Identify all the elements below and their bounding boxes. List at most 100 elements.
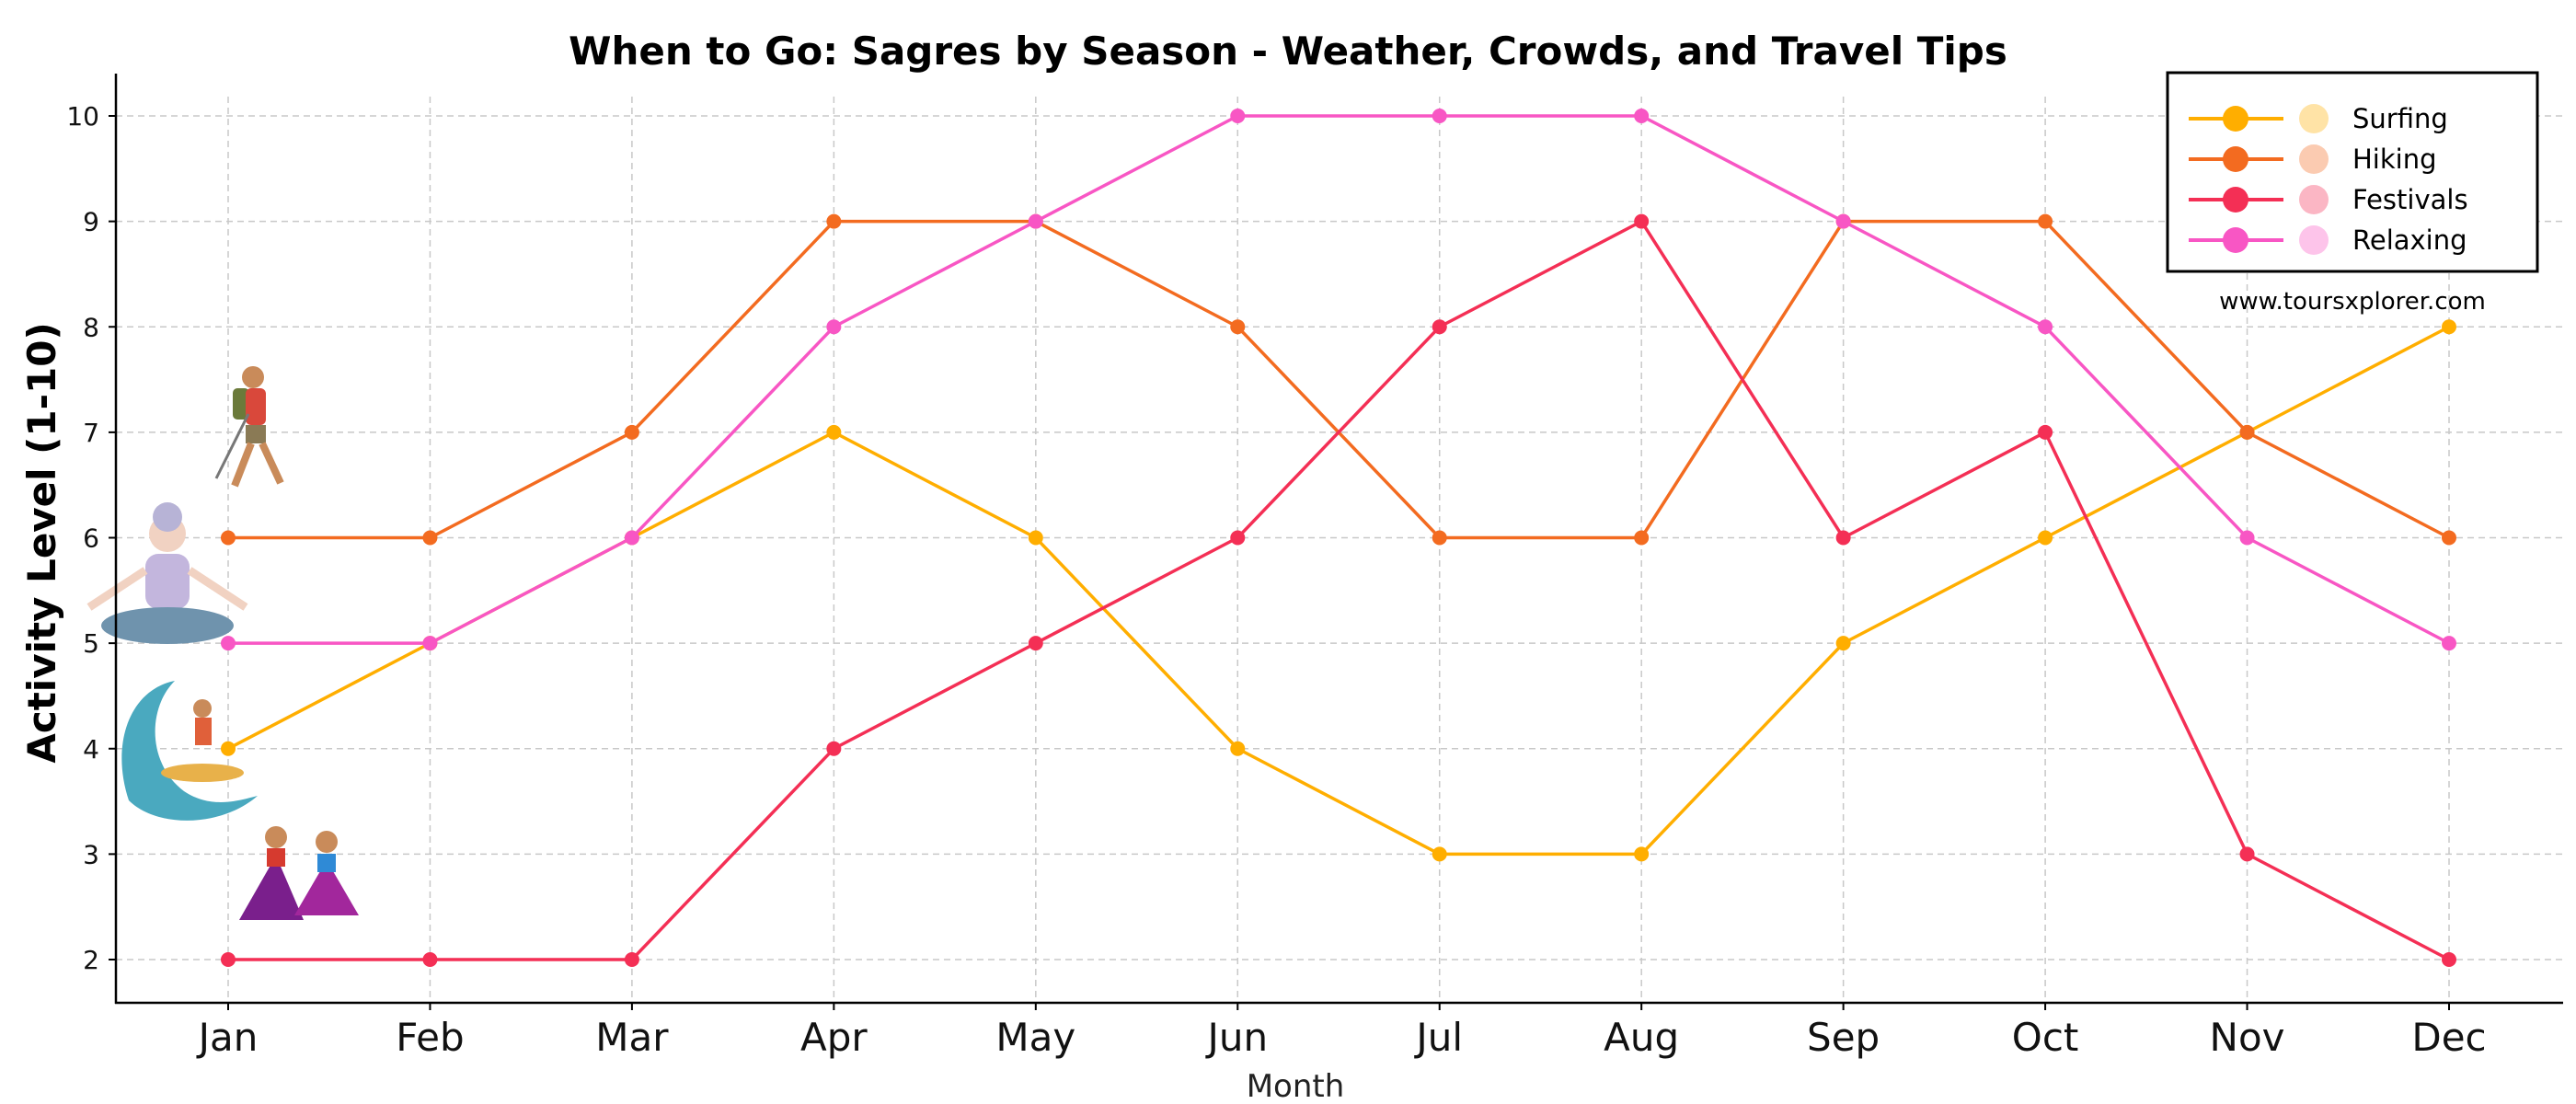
- data-point-festivals-jun: [1230, 530, 1246, 546]
- y-tick-label: 10: [66, 101, 99, 132]
- legend-label: Surfing: [2352, 103, 2448, 134]
- data-point-festivals-feb: [422, 952, 438, 967]
- data-point-hiking-aug: [1634, 530, 1650, 546]
- data-point-relaxing-may: [1028, 213, 1043, 229]
- hiker-icon: [2299, 144, 2329, 174]
- data-point-surfing-dec: [2442, 319, 2456, 335]
- y-tick-label: 6: [83, 523, 99, 554]
- data-point-relaxing-apr: [826, 319, 842, 335]
- legend-item-surfing: Surfing: [2189, 103, 2448, 134]
- legend-item-festivals: Festivals: [2189, 184, 2468, 215]
- series-line-surfing: [227, 325, 2450, 857]
- legend-marker: [2223, 187, 2248, 213]
- series-festivals: [221, 213, 2456, 967]
- data-point-hiking-jan: [221, 530, 236, 546]
- data-point-surfing-apr: [826, 424, 842, 440]
- legend-marker: [2223, 106, 2248, 132]
- data-point-festivals-aug: [1634, 213, 1650, 229]
- series-hiking: [221, 213, 2456, 546]
- chart-title: When to Go: Sagres by Season - Weather, …: [569, 29, 2007, 74]
- y-axis-label: Activity Level (1-10): [19, 322, 64, 763]
- data-point-hiking-nov: [2239, 424, 2255, 440]
- series-line-relaxing: [228, 114, 2450, 645]
- meditation-icon: [2299, 225, 2329, 255]
- data-point-relaxing-sep: [1835, 213, 1851, 229]
- data-point-surfing-jun: [1230, 741, 1246, 756]
- watermark: www.toursxplorer.com: [2219, 288, 2486, 316]
- series-relaxing: [221, 109, 2456, 651]
- data-point-relaxing-jul: [1432, 109, 1447, 123]
- x-axis-label: Month: [1247, 1068, 1345, 1104]
- surfer-icon: [2299, 104, 2329, 133]
- data-point-hiking-apr: [826, 213, 842, 229]
- x-tick-label: Sep: [1807, 1015, 1880, 1060]
- data-point-festivals-jan: [221, 952, 236, 967]
- surfer-icon: [121, 681, 258, 821]
- data-point-hiking-dec: [2442, 530, 2456, 546]
- legend: Surfing Hiking Festivals Relaxing: [2166, 71, 2539, 273]
- data-point-relaxing-jan: [221, 636, 236, 651]
- data-point-festivals-mar: [624, 952, 639, 967]
- x-tick-label: Jun: [1204, 1015, 1268, 1060]
- x-tick-label: Dec: [2411, 1015, 2486, 1060]
- data-point-hiking-feb: [422, 530, 438, 546]
- data-point-festivals-oct: [2038, 424, 2053, 440]
- data-point-surfing-jul: [1432, 846, 1447, 862]
- data-point-relaxing-dec: [2442, 636, 2456, 651]
- y-tick-label: 8: [83, 312, 99, 342]
- series-line-festivals: [228, 219, 2450, 961]
- data-point-festivals-sep: [1835, 530, 1851, 546]
- data-point-surfing-sep: [1835, 636, 1851, 651]
- data-point-festivals-nov: [2239, 846, 2255, 862]
- series-line-hiking: [228, 219, 2450, 540]
- x-tick-label: Mar: [595, 1015, 669, 1060]
- legend-item-hiking: Hiking: [2189, 144, 2437, 175]
- x-tick-label: Jan: [196, 1015, 259, 1060]
- data-point-festivals-may: [1028, 636, 1043, 651]
- data-point-hiking-jun: [1230, 319, 1246, 335]
- dancers-icon: [2299, 185, 2329, 214]
- y-tick-label: 5: [83, 628, 99, 659]
- y-ticks: 2 3 4 5 6 7 8 9 10: [66, 101, 116, 975]
- x-tick-label: Apr: [800, 1015, 868, 1060]
- data-point-relaxing-jun: [1230, 109, 1246, 123]
- data-point-festivals-apr: [826, 741, 842, 756]
- x-tick-label: Oct: [2012, 1015, 2079, 1060]
- hiker-icon: [214, 366, 284, 488]
- dancers-icon: [239, 826, 359, 920]
- legend-marker: [2223, 146, 2248, 172]
- legend-item-relaxing: Relaxing: [2189, 224, 2467, 256]
- y-tick-label: 3: [83, 839, 99, 869]
- y-tick-label: 2: [83, 945, 99, 975]
- data-point-festivals-dec: [2442, 952, 2456, 967]
- legend-label: Hiking: [2352, 144, 2437, 175]
- x-ticks: Jan Feb Mar Apr May Jun Jul Aug Sep Oct Nov Dec: [196, 1003, 2487, 1060]
- data-point-relaxing-mar: [624, 530, 639, 546]
- data-point-relaxing-oct: [2038, 319, 2053, 335]
- legend-marker: [2223, 227, 2248, 253]
- data-point-surfing-jan: [221, 741, 236, 756]
- data-point-surfing-may: [1028, 530, 1043, 546]
- y-tick-label: 4: [83, 734, 99, 765]
- y-tick-label: 9: [83, 207, 99, 237]
- data-point-festivals-jul: [1432, 319, 1447, 335]
- activity-illustrations: [86, 366, 359, 920]
- data-point-relaxing-nov: [2239, 530, 2255, 546]
- x-tick-label: May: [995, 1015, 1075, 1060]
- x-tick-label: Nov: [2210, 1015, 2285, 1060]
- y-tick-label: 7: [83, 418, 99, 448]
- series-lines: [221, 109, 2456, 967]
- data-point-surfing-oct: [2038, 530, 2053, 546]
- x-tick-label: Jul: [1413, 1015, 1463, 1060]
- data-point-surfing-aug: [1634, 846, 1650, 862]
- x-tick-label: Aug: [1604, 1015, 1679, 1060]
- legend-label: Relaxing: [2352, 224, 2467, 256]
- data-point-relaxing-feb: [422, 636, 438, 651]
- meditation-icon: [86, 502, 248, 644]
- x-tick-label: Feb: [396, 1015, 464, 1060]
- data-point-hiking-mar: [624, 424, 639, 440]
- legend-label: Festivals: [2352, 184, 2468, 215]
- data-point-hiking-oct: [2038, 213, 2053, 229]
- data-point-hiking-jul: [1432, 530, 1447, 546]
